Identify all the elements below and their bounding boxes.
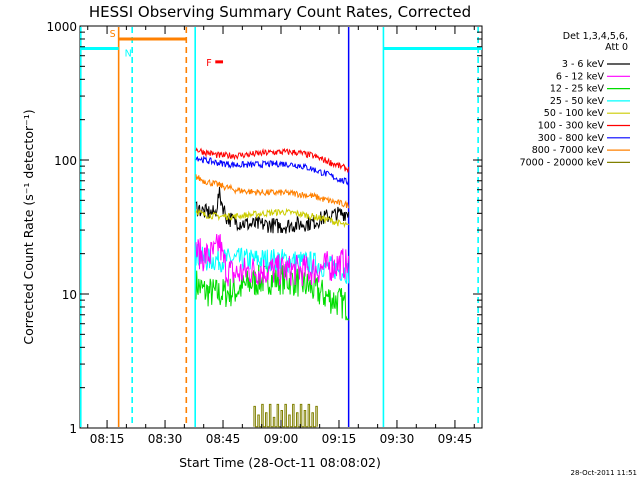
state-flags: SN F xyxy=(80,29,482,69)
flag-label-s: S xyxy=(110,29,116,40)
x-tick-label-3: 09:00 xyxy=(264,432,299,446)
x-axis-label: Start Time (28-Oct-11 08:08:02) xyxy=(179,455,381,470)
y-tick-label-1: 10 xyxy=(62,288,77,302)
legend-label-4: 50 - 100 keV xyxy=(544,108,605,119)
series-25-50-kev xyxy=(195,243,350,284)
legend-header-0: Det 1,3,4,5,6, xyxy=(563,31,628,42)
x-tick-label-1: 08:30 xyxy=(148,432,183,446)
x-tick-label-0: 08:15 xyxy=(90,432,125,446)
legend-label-7: 800 - 7000 keV xyxy=(532,145,605,156)
legend-label-6: 300 - 800 keV xyxy=(538,133,605,144)
flag-label-n: N xyxy=(125,48,132,59)
chart-title: HESSI Observing Summary Count Rates, Cor… xyxy=(89,3,471,21)
vertical-markers xyxy=(79,27,479,427)
x-tick-label-2: 08:45 xyxy=(206,432,241,446)
legend-label-1: 6 - 12 keV xyxy=(556,71,605,82)
legend-label-2: 12 - 25 keV xyxy=(550,84,605,95)
x-tick-label-6: 09:45 xyxy=(438,432,473,446)
series-300-800-kev xyxy=(195,155,350,186)
series-50-100-kev xyxy=(195,207,350,229)
y-tick-label-3: 1000 xyxy=(46,20,77,34)
y-tick-label-2: 100 xyxy=(54,154,77,168)
x-tick-label-4: 09:15 xyxy=(322,432,357,446)
series-800-7000-kev xyxy=(195,174,350,209)
axes: 08:15 08:30 08:45 09:00 09:15 09:30 09:45 1 10 10… xyxy=(46,20,482,446)
series-7000-20000-kev xyxy=(253,403,318,428)
legend-header-1: Att 0 xyxy=(605,42,628,53)
series-12-25-kev xyxy=(195,264,350,321)
flag-label-f: F xyxy=(206,58,211,69)
legend-label-0: 3 - 6 keV xyxy=(562,59,605,70)
generation-timestamp: 28-Oct-2011 11:51 xyxy=(571,469,637,477)
series-100-300-kev xyxy=(195,147,350,173)
legend-label-3: 25 - 50 keV xyxy=(550,96,605,107)
y-tick-label-0: 1 xyxy=(69,422,77,436)
x-tick-label-5: 09:30 xyxy=(380,432,415,446)
y-axis-label: Corrected Count Rate (s⁻¹ detector⁻¹) xyxy=(21,109,36,344)
legend-label-5: 100 - 300 keV xyxy=(538,121,605,132)
series-6-12-kev xyxy=(195,233,350,287)
legend-label-8: 7000 - 20000 keV xyxy=(520,157,605,168)
data-series xyxy=(195,147,350,428)
